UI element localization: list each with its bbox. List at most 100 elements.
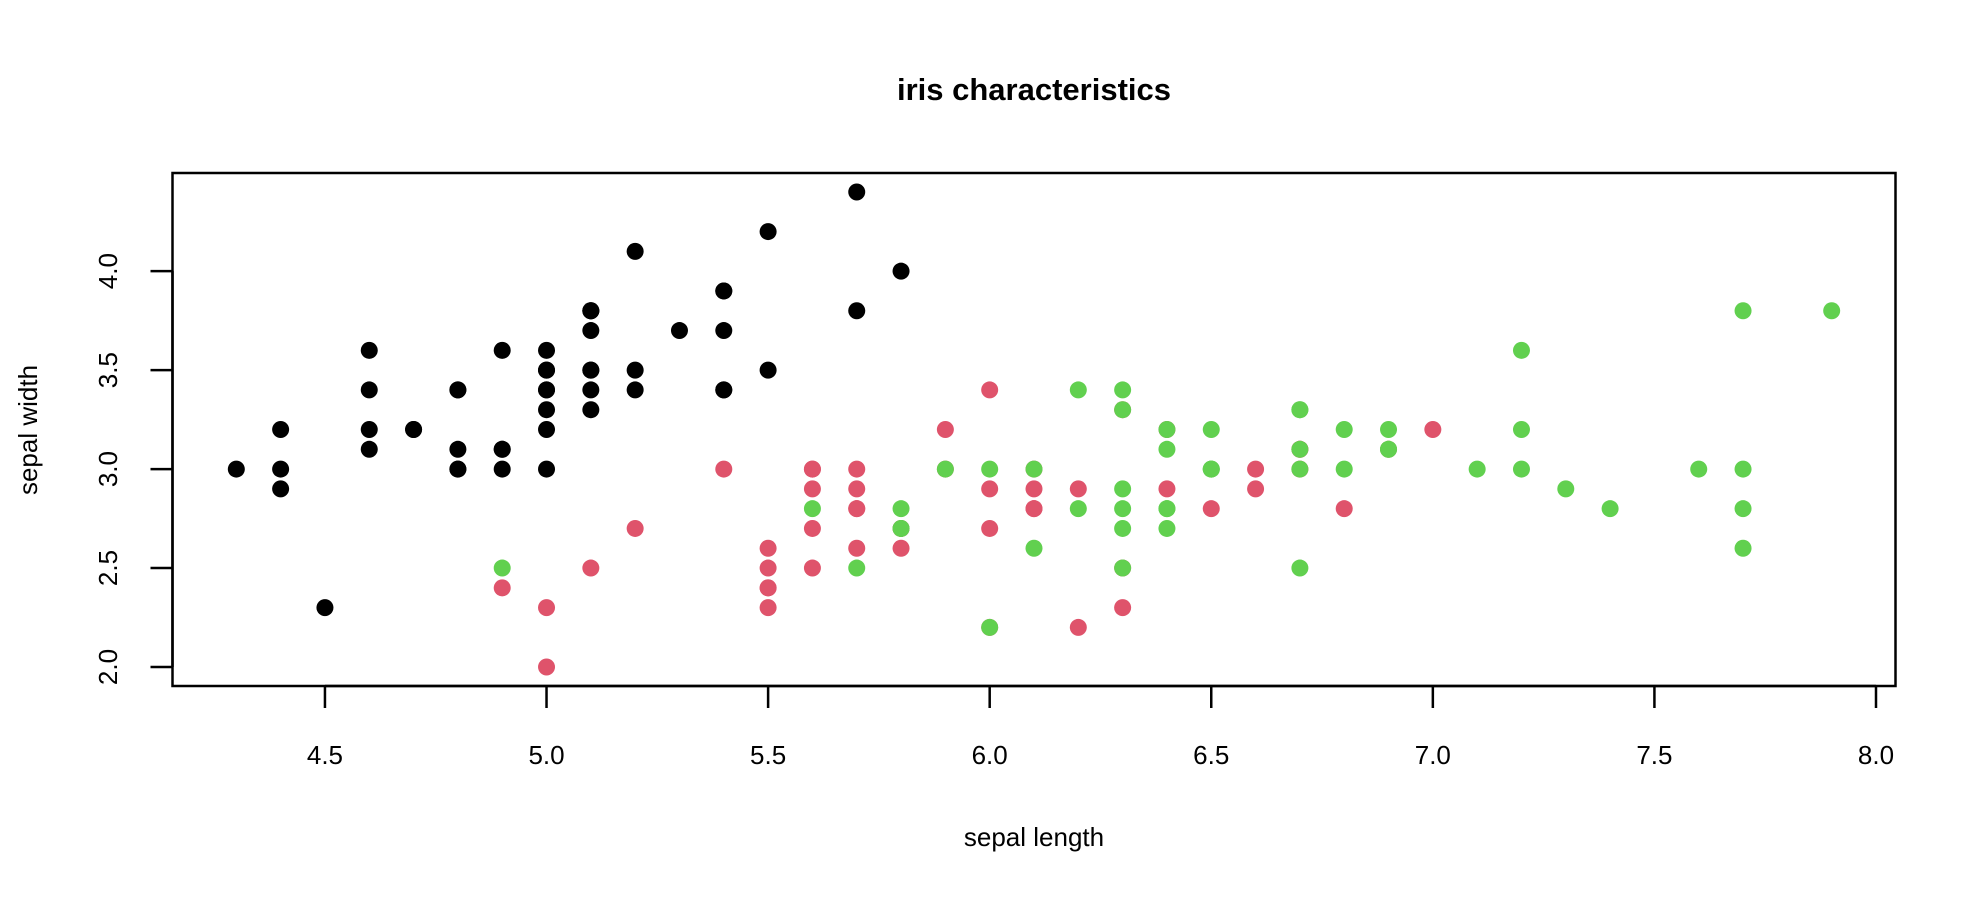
point-virginica — [1601, 500, 1619, 518]
point-versicolor — [1025, 480, 1043, 498]
y-axis-label: sepal width — [13, 365, 43, 495]
point-versicolor — [981, 381, 999, 399]
point-versicolor — [936, 421, 954, 438]
point-versicolor — [803, 480, 821, 498]
point-setosa — [538, 341, 556, 359]
point-versicolor — [538, 658, 556, 676]
point-versicolor — [582, 559, 600, 577]
point-setosa — [538, 401, 556, 419]
point-virginica — [981, 460, 999, 478]
point-virginica — [1690, 460, 1708, 478]
point-virginica — [1069, 500, 1087, 518]
plot-frame — [171, 171, 1897, 688]
point-versicolor — [626, 519, 644, 537]
point-setosa — [538, 381, 556, 399]
x-tick-label: 7.0 — [1415, 740, 1451, 770]
point-virginica — [1468, 460, 1486, 478]
point-setosa — [405, 421, 423, 438]
x-tick-label: 6.5 — [1193, 740, 1229, 770]
point-setosa — [626, 361, 644, 379]
point-virginica — [1734, 500, 1752, 518]
y-tick-label: 2.0 — [93, 649, 123, 685]
point-virginica — [1734, 460, 1752, 478]
point-virginica — [1114, 401, 1132, 419]
point-versicolor — [759, 599, 777, 617]
point-versicolor — [848, 539, 866, 557]
y-tick-label: 3.0 — [93, 451, 123, 487]
x-axis: 4.5 5.0 5.5 6.0 6.5 7.0 7.5 8.0 — [307, 684, 1894, 770]
point-virginica — [981, 618, 999, 636]
point-versicolor — [848, 460, 866, 478]
point-setosa — [582, 381, 600, 399]
x-tick-label: 6.0 — [972, 740, 1008, 770]
point-versicolor — [1247, 480, 1265, 498]
point-setosa — [626, 381, 644, 399]
point-virginica — [1291, 401, 1309, 419]
point-setosa — [848, 302, 866, 320]
point-setosa — [582, 302, 600, 320]
point-virginica — [892, 500, 910, 518]
point-versicolor — [1025, 500, 1043, 518]
point-virginica — [1114, 500, 1132, 518]
point-setosa — [582, 401, 600, 419]
point-virginica — [1114, 381, 1132, 399]
x-tick-label: 5.0 — [528, 740, 564, 770]
x-axis-label: sepal length — [964, 822, 1104, 852]
point-virginica — [1557, 480, 1575, 498]
point-versicolor — [892, 539, 910, 557]
point-virginica — [1025, 460, 1043, 478]
point-setosa — [538, 460, 556, 478]
point-virginica — [1202, 460, 1220, 478]
y-tick-label: 3.5 — [93, 352, 123, 388]
point-virginica — [892, 519, 910, 537]
point-versicolor — [848, 500, 866, 518]
point-setosa — [848, 183, 866, 201]
point-virginica — [1380, 440, 1398, 458]
y-tick-label: 4.0 — [93, 253, 123, 289]
point-virginica — [1512, 421, 1530, 438]
point-versicolor — [848, 480, 866, 498]
point-virginica — [1114, 519, 1132, 537]
point-versicolor — [1158, 480, 1176, 498]
point-virginica — [1158, 519, 1176, 537]
point-versicolor — [981, 519, 999, 537]
x-tick-label: 5.5 — [750, 740, 786, 770]
point-setosa — [715, 322, 733, 340]
point-setosa — [449, 440, 467, 458]
point-versicolor — [1424, 421, 1442, 438]
point-versicolor — [759, 579, 777, 597]
point-versicolor — [493, 579, 511, 597]
point-setosa — [582, 361, 600, 379]
point-setosa — [360, 381, 378, 399]
point-setosa — [582, 322, 600, 340]
point-setosa — [670, 322, 688, 340]
point-setosa — [892, 262, 910, 280]
point-setosa — [316, 599, 334, 617]
point-setosa — [493, 440, 511, 458]
points — [227, 183, 1841, 676]
point-virginica — [1069, 381, 1087, 399]
point-virginica — [1512, 460, 1530, 478]
point-setosa — [538, 361, 556, 379]
point-setosa — [360, 421, 378, 438]
point-setosa — [272, 421, 290, 438]
point-versicolor — [981, 480, 999, 498]
point-versicolor — [803, 519, 821, 537]
point-versicolor — [803, 460, 821, 478]
point-versicolor — [1114, 599, 1132, 617]
point-virginica — [1114, 480, 1132, 498]
point-virginica — [1291, 559, 1309, 577]
point-virginica — [1335, 460, 1353, 478]
point-virginica — [1512, 341, 1530, 359]
point-setosa — [493, 341, 511, 359]
point-virginica — [1335, 421, 1353, 438]
point-setosa — [759, 223, 777, 241]
point-virginica — [493, 559, 511, 577]
point-setosa — [715, 282, 733, 300]
point-setosa — [227, 460, 245, 478]
point-versicolor — [538, 599, 556, 617]
x-tick-label: 4.5 — [307, 740, 343, 770]
point-setosa — [272, 480, 290, 498]
point-virginica — [1823, 302, 1841, 320]
point-virginica — [848, 559, 866, 577]
